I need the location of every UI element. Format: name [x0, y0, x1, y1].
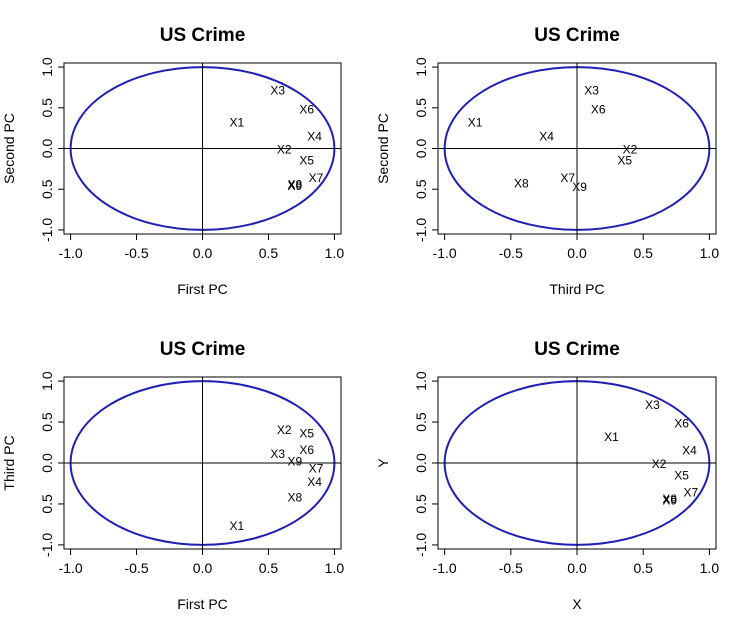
chart-title: US Crime	[534, 339, 620, 360]
x-tick-label: 0.5	[633, 245, 653, 261]
point-label-x3: X3	[270, 84, 285, 98]
y-tick-label: 0.5	[39, 179, 55, 199]
x-tick-label: -1.0	[59, 560, 83, 576]
point-label-x3: X3	[645, 398, 660, 412]
x-tick-label: 1.0	[700, 245, 720, 261]
point-label-x9: X9	[662, 494, 677, 508]
point-label-x5: X5	[617, 154, 632, 168]
y-tick-label: 0.5	[39, 412, 55, 432]
chart-title: US Crime	[160, 25, 246, 46]
x-tick-label: -0.5	[499, 560, 523, 576]
x-axis-label: First PC	[177, 281, 228, 297]
y-tick-label: -1.0	[413, 218, 429, 242]
x-tick-label: 0.0	[193, 245, 213, 261]
y-tick-label: 1.0	[39, 371, 55, 391]
point-label-x4: X4	[307, 475, 322, 489]
x-axis-label: First PC	[177, 596, 228, 612]
y-tick-label: 0.5	[413, 98, 429, 118]
y-tick-label: 0.5	[413, 179, 429, 199]
point-label-x8: X8	[514, 177, 529, 191]
point-label-x2: X2	[277, 423, 292, 437]
y-tick-label: 0.5	[39, 98, 55, 118]
y-tick-label: 0.5	[413, 412, 429, 432]
point-label-x1: X1	[229, 519, 244, 533]
point-label-x5: X5	[299, 427, 314, 441]
point-label-x1: X1	[468, 115, 483, 129]
chart-panel-third-vs-second-pc: US Crime Third PC Second PC -1.0 -0.5 0.0 0…	[375, 25, 719, 297]
x-tick-label: 1.0	[325, 245, 345, 261]
x-tick-label: 0.0	[567, 245, 587, 261]
y-tick-label: 1.0	[39, 57, 55, 77]
point-label-x7: X7	[309, 171, 324, 185]
point-label-x7: X7	[684, 485, 699, 499]
y-tick-label: 0.0	[39, 453, 55, 473]
point-label-x7: X7	[309, 462, 324, 476]
x-tick-label: -0.5	[499, 245, 523, 261]
point-label-x9: X9	[572, 180, 587, 194]
y-tick-label: 0.0	[413, 139, 429, 159]
point-label-x1: X1	[604, 430, 619, 444]
point-label-x6: X6	[674, 417, 689, 431]
x-tick-label: 0.0	[567, 560, 587, 576]
y-tick-label: -1.0	[413, 533, 429, 557]
point-label-x8: X8	[287, 490, 302, 504]
y-tick-label: 0.5	[39, 494, 55, 514]
x-axis-label: Third PC	[549, 281, 604, 297]
point-label-x1: X1	[229, 115, 244, 129]
x-tick-label: -0.5	[124, 245, 148, 261]
point-label-x9: X9	[287, 179, 302, 193]
point-label-x9: X9	[287, 454, 302, 468]
x-tick-label: -1.0	[433, 245, 457, 261]
point-label-x6: X6	[299, 443, 314, 457]
x-tick-label: 0.5	[633, 560, 653, 576]
x-tick-label: 1.0	[700, 560, 720, 576]
y-tick-label: 0.5	[413, 494, 429, 514]
y-tick-label: 0.0	[39, 139, 55, 159]
y-axis-label: Y	[375, 458, 391, 468]
chart-panel-x-vs-y: US Crime X Y -1.0 -0.5 0.0 0.5 1.0 -1.0 0.5 0.0…	[375, 339, 719, 612]
y-tick-label: 1.0	[413, 57, 429, 77]
y-tick-label: -1.0	[39, 533, 55, 557]
chart-title: US Crime	[160, 339, 246, 360]
y-tick-label: 1.0	[413, 371, 429, 391]
point-label-x4: X4	[307, 129, 322, 143]
point-label-x8: X8	[662, 492, 677, 506]
chart-title: US Crime	[534, 25, 620, 46]
x-axis-label: X	[572, 596, 582, 612]
x-tick-label: 1.0	[325, 560, 345, 576]
point-label-x3: X3	[584, 84, 599, 98]
point-label-x6: X6	[299, 102, 314, 116]
point-label-x4: X4	[682, 444, 697, 458]
y-axis-label: Third PC	[1, 435, 17, 490]
x-tick-label: 0.0	[193, 560, 213, 576]
y-tick-label: -1.0	[39, 218, 55, 242]
point-label-x3: X3	[270, 447, 285, 461]
point-label-x5: X5	[674, 468, 689, 482]
x-tick-label: 0.5	[259, 245, 279, 261]
point-label-x6: X6	[591, 102, 606, 116]
y-tick-label: 0.0	[413, 453, 429, 473]
point-label-x7: X7	[560, 171, 575, 185]
point-label-x2: X2	[623, 142, 638, 156]
point-label-x2: X2	[652, 457, 667, 471]
x-tick-label: -1.0	[59, 245, 83, 261]
y-axis-label: Second PC	[375, 113, 391, 184]
x-tick-label: -1.0	[433, 560, 457, 576]
point-label-x5: X5	[299, 154, 314, 168]
chart-panel-first-vs-third-pc: US Crime First PC Third PC -1.0 -0.5 0.0 0.…	[1, 339, 344, 612]
y-axis-label: Second PC	[1, 113, 17, 184]
point-label-x2: X2	[277, 142, 292, 156]
point-label-x4: X4	[539, 129, 554, 143]
x-tick-label: 0.5	[259, 560, 279, 576]
point-label-x8: X8	[287, 177, 302, 191]
x-tick-label: -0.5	[124, 560, 148, 576]
chart-panel-first-vs-second-pc: US Crime First PC Second PC -1.0 -0.5 0.0 0…	[1, 25, 344, 297]
